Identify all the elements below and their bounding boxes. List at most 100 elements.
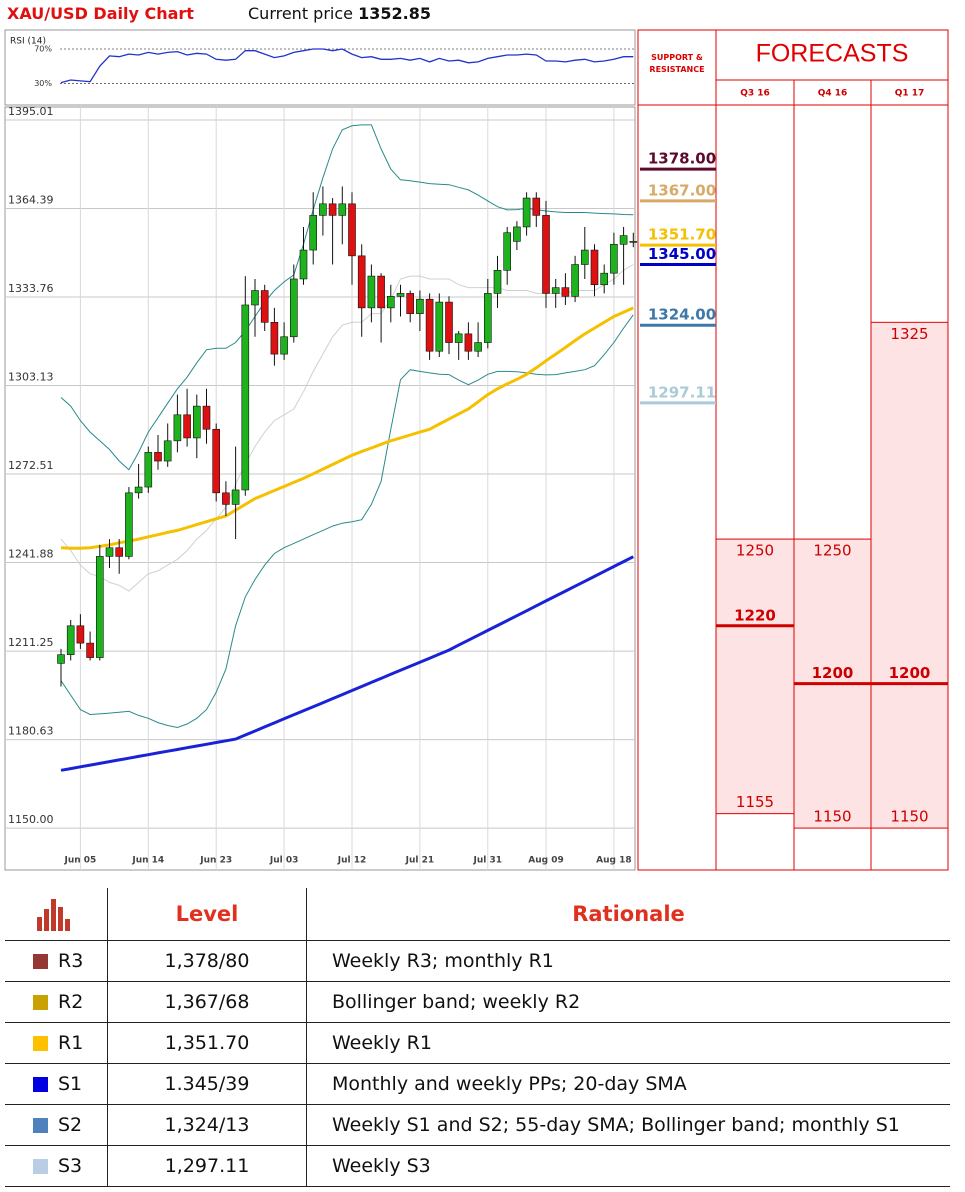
forecast-high: 1250 [736, 542, 774, 560]
level-label: 1378.00 [648, 150, 716, 168]
x-tick-label: Jun 23 [199, 856, 232, 866]
rsi-line [60, 48, 634, 84]
level-cell: 1,367/68 [108, 982, 307, 1022]
forecast-low: 1155 [736, 793, 774, 811]
icon-cell [5, 888, 108, 940]
level-label: 1324.00 [648, 306, 716, 324]
table-row: S1 1.345/39 Monthly and weekly PPs; 20-day… [5, 1064, 950, 1105]
candle-body [76, 625, 85, 644]
candle-body [600, 272, 609, 286]
candle-body [619, 235, 628, 245]
candle-body [212, 428, 220, 494]
candle-body [406, 293, 415, 314]
level-code: S1 [58, 1073, 83, 1095]
candle-body [134, 486, 143, 494]
indicator-line [60, 555, 634, 772]
candle-body [367, 275, 376, 309]
x-tick-label: Jun 05 [63, 856, 96, 866]
color-swatch [33, 1158, 48, 1174]
forecast-range [715, 538, 795, 815]
page-title: XAU/USD Daily Chart [7, 4, 194, 23]
rationale-cell: Weekly S1 and S2; 55-day SMA; Bollinger … [332, 1114, 900, 1136]
y-tick-label: 1150.00 [8, 813, 54, 826]
candle-body [483, 293, 492, 343]
level-cell: 1,351.70 [108, 1023, 307, 1063]
level-cell: 1,297.11 [108, 1146, 307, 1186]
color-swatch [33, 1117, 48, 1133]
candle-body [474, 342, 482, 352]
table-row: R3 1,378/80 Weekly R3; monthly R1 [5, 941, 950, 982]
rationale-cell: Bollinger band; weekly R2 [332, 991, 581, 1013]
candle-body [532, 197, 541, 216]
x-tick-label: Aug 09 [528, 856, 563, 866]
indicator-line [60, 314, 634, 729]
current-price-value: 1352.85 [358, 4, 431, 23]
rsi-tick-label: 30% [34, 79, 52, 88]
candle-body [445, 301, 453, 343]
header-cell: Rationale [572, 902, 685, 926]
candle-body [222, 492, 230, 505]
candle-body [610, 243, 618, 274]
candle-body [86, 642, 94, 658]
candle-body [338, 203, 347, 216]
forecast-low: 1150 [813, 808, 851, 826]
x-tick-label: Aug 18 [596, 856, 631, 866]
indicator-line [60, 306, 634, 550]
level-code: S2 [58, 1114, 83, 1136]
candle-body [280, 336, 288, 355]
candle-body [348, 203, 356, 257]
level-label: 1297.11 [648, 383, 716, 401]
y-tick-label: 1333.76 [8, 282, 54, 295]
candle-body [561, 287, 570, 297]
code-cell: S1 [5, 1064, 108, 1104]
candle-body [435, 301, 444, 352]
x-tick-label: Jul 03 [269, 856, 299, 866]
candle-body [386, 296, 395, 309]
rationale-cell: Weekly R3; monthly R1 [332, 950, 554, 972]
rsi-frame [4, 29, 636, 106]
forecast-range [870, 321, 949, 829]
y-tick-label: 1395.01 [8, 105, 54, 118]
forecasts-title: FORECASTS [756, 40, 909, 68]
plot-frame [4, 106, 636, 871]
candle-body [183, 414, 191, 439]
forecast-low: 1150 [890, 808, 928, 826]
candle-body [580, 249, 589, 265]
level-code: S3 [58, 1155, 83, 1177]
candle-body [144, 452, 153, 488]
candle-body [551, 287, 560, 294]
candle-body [629, 241, 638, 243]
forecast-high: 1250 [813, 542, 851, 560]
candle-body [163, 440, 172, 462]
table-row: R2 1,367/68 Bollinger band; weekly R2 [5, 982, 950, 1023]
candle-body [309, 215, 318, 251]
candle-body [464, 333, 473, 352]
forecast-mid: 1200 [812, 664, 854, 682]
forecast-column-label: Q4 16 [818, 89, 848, 99]
y-tick-label: 1364.39 [8, 193, 54, 206]
candle-body [202, 405, 211, 430]
table-header: Level Rationale [5, 888, 950, 941]
candle-body [57, 654, 65, 664]
candle-body [571, 264, 579, 297]
current-price-label: Current price [248, 4, 353, 23]
candle-body [241, 304, 250, 491]
color-swatch [33, 1076, 48, 1092]
level-code: R3 [58, 950, 84, 972]
chart: RSI (14) FORECASTS 1395.01 1364.39 1333.76… [4, 29, 949, 871]
y-tick-label: 1211.25 [8, 636, 54, 649]
candle-body [125, 492, 133, 557]
candle-body [513, 226, 521, 242]
candle-body [328, 203, 337, 216]
y-tick-label: 1180.63 [8, 725, 54, 738]
candle-body [425, 298, 434, 352]
candle-body [454, 333, 463, 343]
y-tick-label: 1303.13 [8, 371, 54, 384]
forecast-column-label: Q3 16 [740, 89, 770, 99]
candle-body [154, 452, 162, 462]
candle-body [503, 232, 512, 271]
candle-body [66, 625, 75, 655]
color-swatch [33, 1035, 48, 1051]
forecast-high: 1325 [890, 325, 928, 343]
